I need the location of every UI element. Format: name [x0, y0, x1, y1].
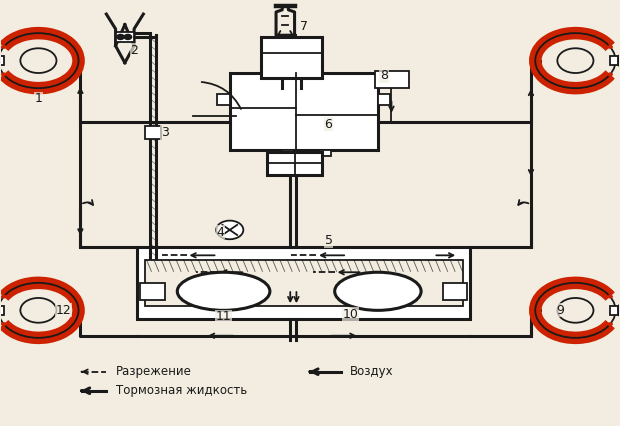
Bar: [609, 56, 618, 66]
Text: 3: 3: [161, 126, 169, 139]
Circle shape: [608, 322, 613, 326]
Circle shape: [124, 35, 131, 40]
Bar: [137, 247, 471, 319]
Text: 7: 7: [300, 20, 308, 33]
Circle shape: [117, 35, 124, 40]
Bar: [230, 73, 378, 150]
Text: 2: 2: [130, 43, 138, 57]
Bar: [281, 150, 294, 156]
Circle shape: [608, 295, 613, 299]
Ellipse shape: [177, 272, 270, 311]
Bar: [443, 283, 467, 300]
Bar: [0, 56, 4, 66]
Circle shape: [1, 322, 6, 326]
Text: 5: 5: [324, 234, 332, 247]
FancyBboxPatch shape: [115, 32, 134, 42]
Text: Разрежение: Разрежение: [115, 365, 192, 378]
Bar: [375, 71, 409, 88]
Text: 1: 1: [35, 92, 42, 105]
Bar: [140, 283, 165, 300]
Circle shape: [608, 72, 613, 76]
Circle shape: [608, 45, 613, 49]
Text: 8: 8: [380, 69, 388, 82]
Bar: [0, 305, 4, 315]
Text: 6: 6: [325, 118, 332, 131]
Ellipse shape: [335, 272, 421, 311]
Bar: [144, 259, 463, 306]
Bar: [218, 95, 230, 105]
Bar: [378, 95, 390, 105]
Text: 12: 12: [55, 304, 71, 317]
Circle shape: [1, 295, 6, 299]
Text: Тормозная жидкость: Тормозная жидкость: [115, 384, 247, 397]
Text: 11: 11: [216, 310, 231, 323]
Bar: [609, 305, 618, 315]
Circle shape: [216, 221, 243, 239]
Text: Воздух: Воздух: [350, 365, 394, 378]
FancyBboxPatch shape: [144, 126, 161, 139]
Circle shape: [1, 72, 6, 76]
Bar: [260, 37, 322, 78]
Text: 9: 9: [556, 304, 564, 317]
Text: 4: 4: [216, 225, 224, 239]
Circle shape: [1, 45, 6, 49]
Text: 10: 10: [342, 308, 358, 321]
Bar: [267, 152, 322, 175]
Bar: [319, 150, 331, 156]
